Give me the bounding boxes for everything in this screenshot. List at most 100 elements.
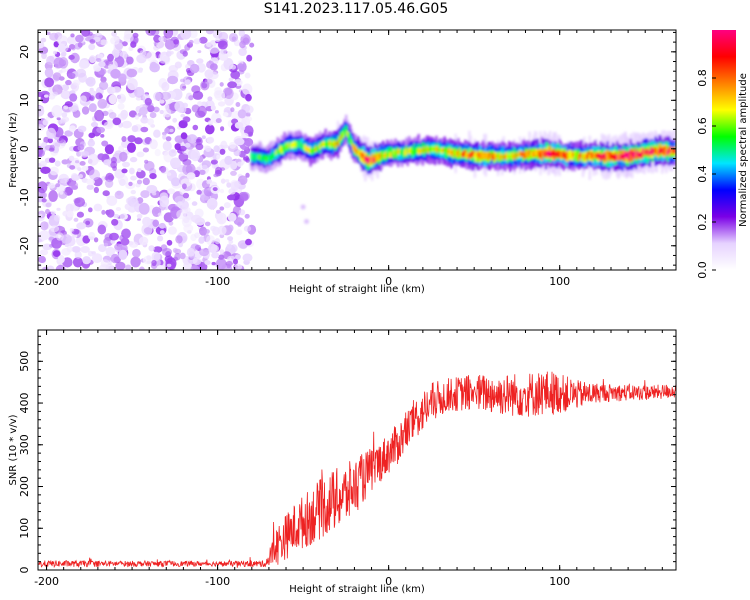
spectrogram-noise-blob: [174, 101, 185, 112]
spectrogram-noise-blob: [217, 40, 228, 50]
spectrogram-ridge-cell: [539, 151, 542, 158]
spectrogram-noise-blob: [227, 194, 236, 201]
spectrogram-noise-blob: [234, 158, 245, 166]
spectrogram-ridge-cell: [429, 145, 433, 152]
spectrogram-ridge-cell: [366, 158, 370, 165]
spectrogram-noise-blob: [165, 257, 177, 270]
spectrogram-noise-blob: [38, 106, 45, 117]
snr-y-tick-label: 100: [18, 518, 31, 539]
spectrogram-noise-blob: [230, 181, 240, 191]
spectrogram-noise-blob: [102, 190, 110, 197]
spectrogram-noise-blob: [89, 55, 96, 63]
spectrogram-noise-blob: [39, 249, 49, 256]
spectrogram-noise-blob: [214, 238, 221, 245]
spectrogram-noise-blob: [245, 238, 252, 246]
spectrogram-noise-blob: [122, 161, 130, 168]
spectrogram-noise-blob: [137, 218, 141, 221]
spectrogram-ridge-cell: [376, 154, 379, 161]
spectrogram-ridge-cell: [353, 146, 356, 153]
spectrogram-noise-blob: [166, 172, 172, 177]
snr-series-line: [38, 371, 676, 569]
spectrogram-noise-blob: [194, 217, 206, 226]
spectrogram-noise-blob: [138, 236, 149, 246]
spectrogram-noise-blob: [104, 144, 114, 155]
spectrogram-noise-blob: [213, 145, 220, 153]
snr-frame: [37, 329, 677, 571]
spectrogram-noise-blob: [134, 137, 143, 145]
spectrogram-noise-blob: [204, 145, 212, 152]
spectrogram-ridge-cell: [420, 147, 423, 154]
spectrogram-ridge-cell: [621, 153, 624, 160]
spectrogram-ridge-cell: [325, 141, 329, 147]
spectrogram-noise-blob: [56, 117, 61, 121]
spectrogram-noise-blob: [46, 55, 55, 65]
spectrogram-ridge-cell: [340, 132, 344, 138]
spectrogram-ridge-cell: [283, 145, 286, 151]
spectrogram-noise-blob: [56, 232, 64, 241]
spectrogram-ridge-cell: [339, 134, 342, 140]
spectrogram-ridge-cell: [302, 144, 305, 151]
spectrogram-noise-blob: [210, 63, 218, 71]
spectrogram-noise-blob: [60, 118, 67, 124]
spectrogram-noise-blob: [208, 71, 219, 80]
spectrogram-ridge-cell: [413, 149, 416, 156]
spectrogram-noise-blob: [149, 173, 157, 180]
spectrogram-noise-blob: [63, 105, 69, 110]
spectrogram-ridge-cell: [334, 141, 337, 148]
spectrogram-ridge-cell: [403, 150, 407, 156]
spectrogram-noise-blob: [244, 116, 253, 122]
spectrogram-noise-blob: [181, 183, 187, 190]
spectrogram-noise-blob: [197, 101, 203, 107]
spectrogram-noise-blob: [243, 225, 252, 232]
spectrogram-noise-blob: [67, 35, 78, 45]
spectrogram-ridge-cell: [319, 143, 322, 149]
spectrogram-ridge-cell: [611, 153, 615, 160]
spectrogram-noise-blob: [61, 112, 68, 118]
spectrogram-ridge-cell: [580, 154, 583, 160]
spectrogram-ridge-cell: [565, 152, 568, 159]
spectrogram-ridge-cell: [483, 153, 486, 160]
spectrogram-noise-blob: [178, 145, 187, 152]
spectrogram-noise-blob: [74, 250, 82, 259]
spectrogram-noise-blob: [93, 186, 99, 194]
spectrogram-noise-blob: [241, 132, 249, 138]
spectrogram-ridge-cell: [440, 147, 444, 154]
spectrogram-y-tick-label: -10: [18, 188, 31, 206]
spectrogram-noise-blob: [50, 210, 56, 215]
spectrogram-noise-blob: [234, 138, 245, 146]
spectrogram-ridge-cell: [620, 153, 623, 159]
spectrogram-x-tick-label: 0: [385, 275, 392, 288]
snr-y-axis-label: SNR (10 * v/v): [8, 414, 19, 485]
spectrogram-ridge-cell: [550, 151, 553, 158]
spectrogram-noise-blob: [121, 136, 127, 142]
spectrogram-ridge-cell: [316, 145, 319, 152]
spectrogram-ridge-cell: [421, 147, 425, 154]
spectrogram-noise-blob: [43, 136, 49, 144]
spectrogram-ridge-cell: [332, 140, 336, 146]
spectrogram-ridge-cell: [553, 150, 556, 157]
spectrogram-noise-blob: [201, 135, 206, 140]
spectrogram-noise-blob: [171, 177, 181, 187]
spectrogram-ridge-cell: [466, 152, 470, 159]
spectrogram-ridge-cell: [320, 141, 323, 148]
spectrogram-noise-blob: [53, 214, 61, 222]
spectrogram-ridge-cell: [298, 142, 301, 148]
spectrogram-noise-blob: [107, 53, 114, 62]
spectrogram-ridge-cell: [271, 153, 274, 159]
spectrogram-noise-blob: [121, 168, 128, 174]
spectrogram-ridge-cell: [399, 149, 403, 156]
spectrogram-ridge-cell: [327, 141, 330, 147]
spectrogram-ridge-cell: [551, 149, 554, 156]
spectrogram-ridge-cell: [579, 152, 582, 158]
spectrogram-noise-blob: [245, 93, 252, 102]
spectrogram-ridge-cell: [391, 150, 394, 157]
spectrogram-noise-blob: [204, 78, 213, 85]
spectrogram-ridge-cell: [372, 157, 375, 163]
spectrogram-noise-blob: [51, 105, 63, 118]
spectrogram-ridge-cell: [386, 152, 389, 159]
spectrogram-noise-blob: [202, 164, 208, 170]
spectrogram-ridge-cell: [596, 152, 600, 159]
spectrogram-ridge-cell: [636, 150, 639, 157]
spectrogram-noise-blob: [120, 237, 130, 246]
